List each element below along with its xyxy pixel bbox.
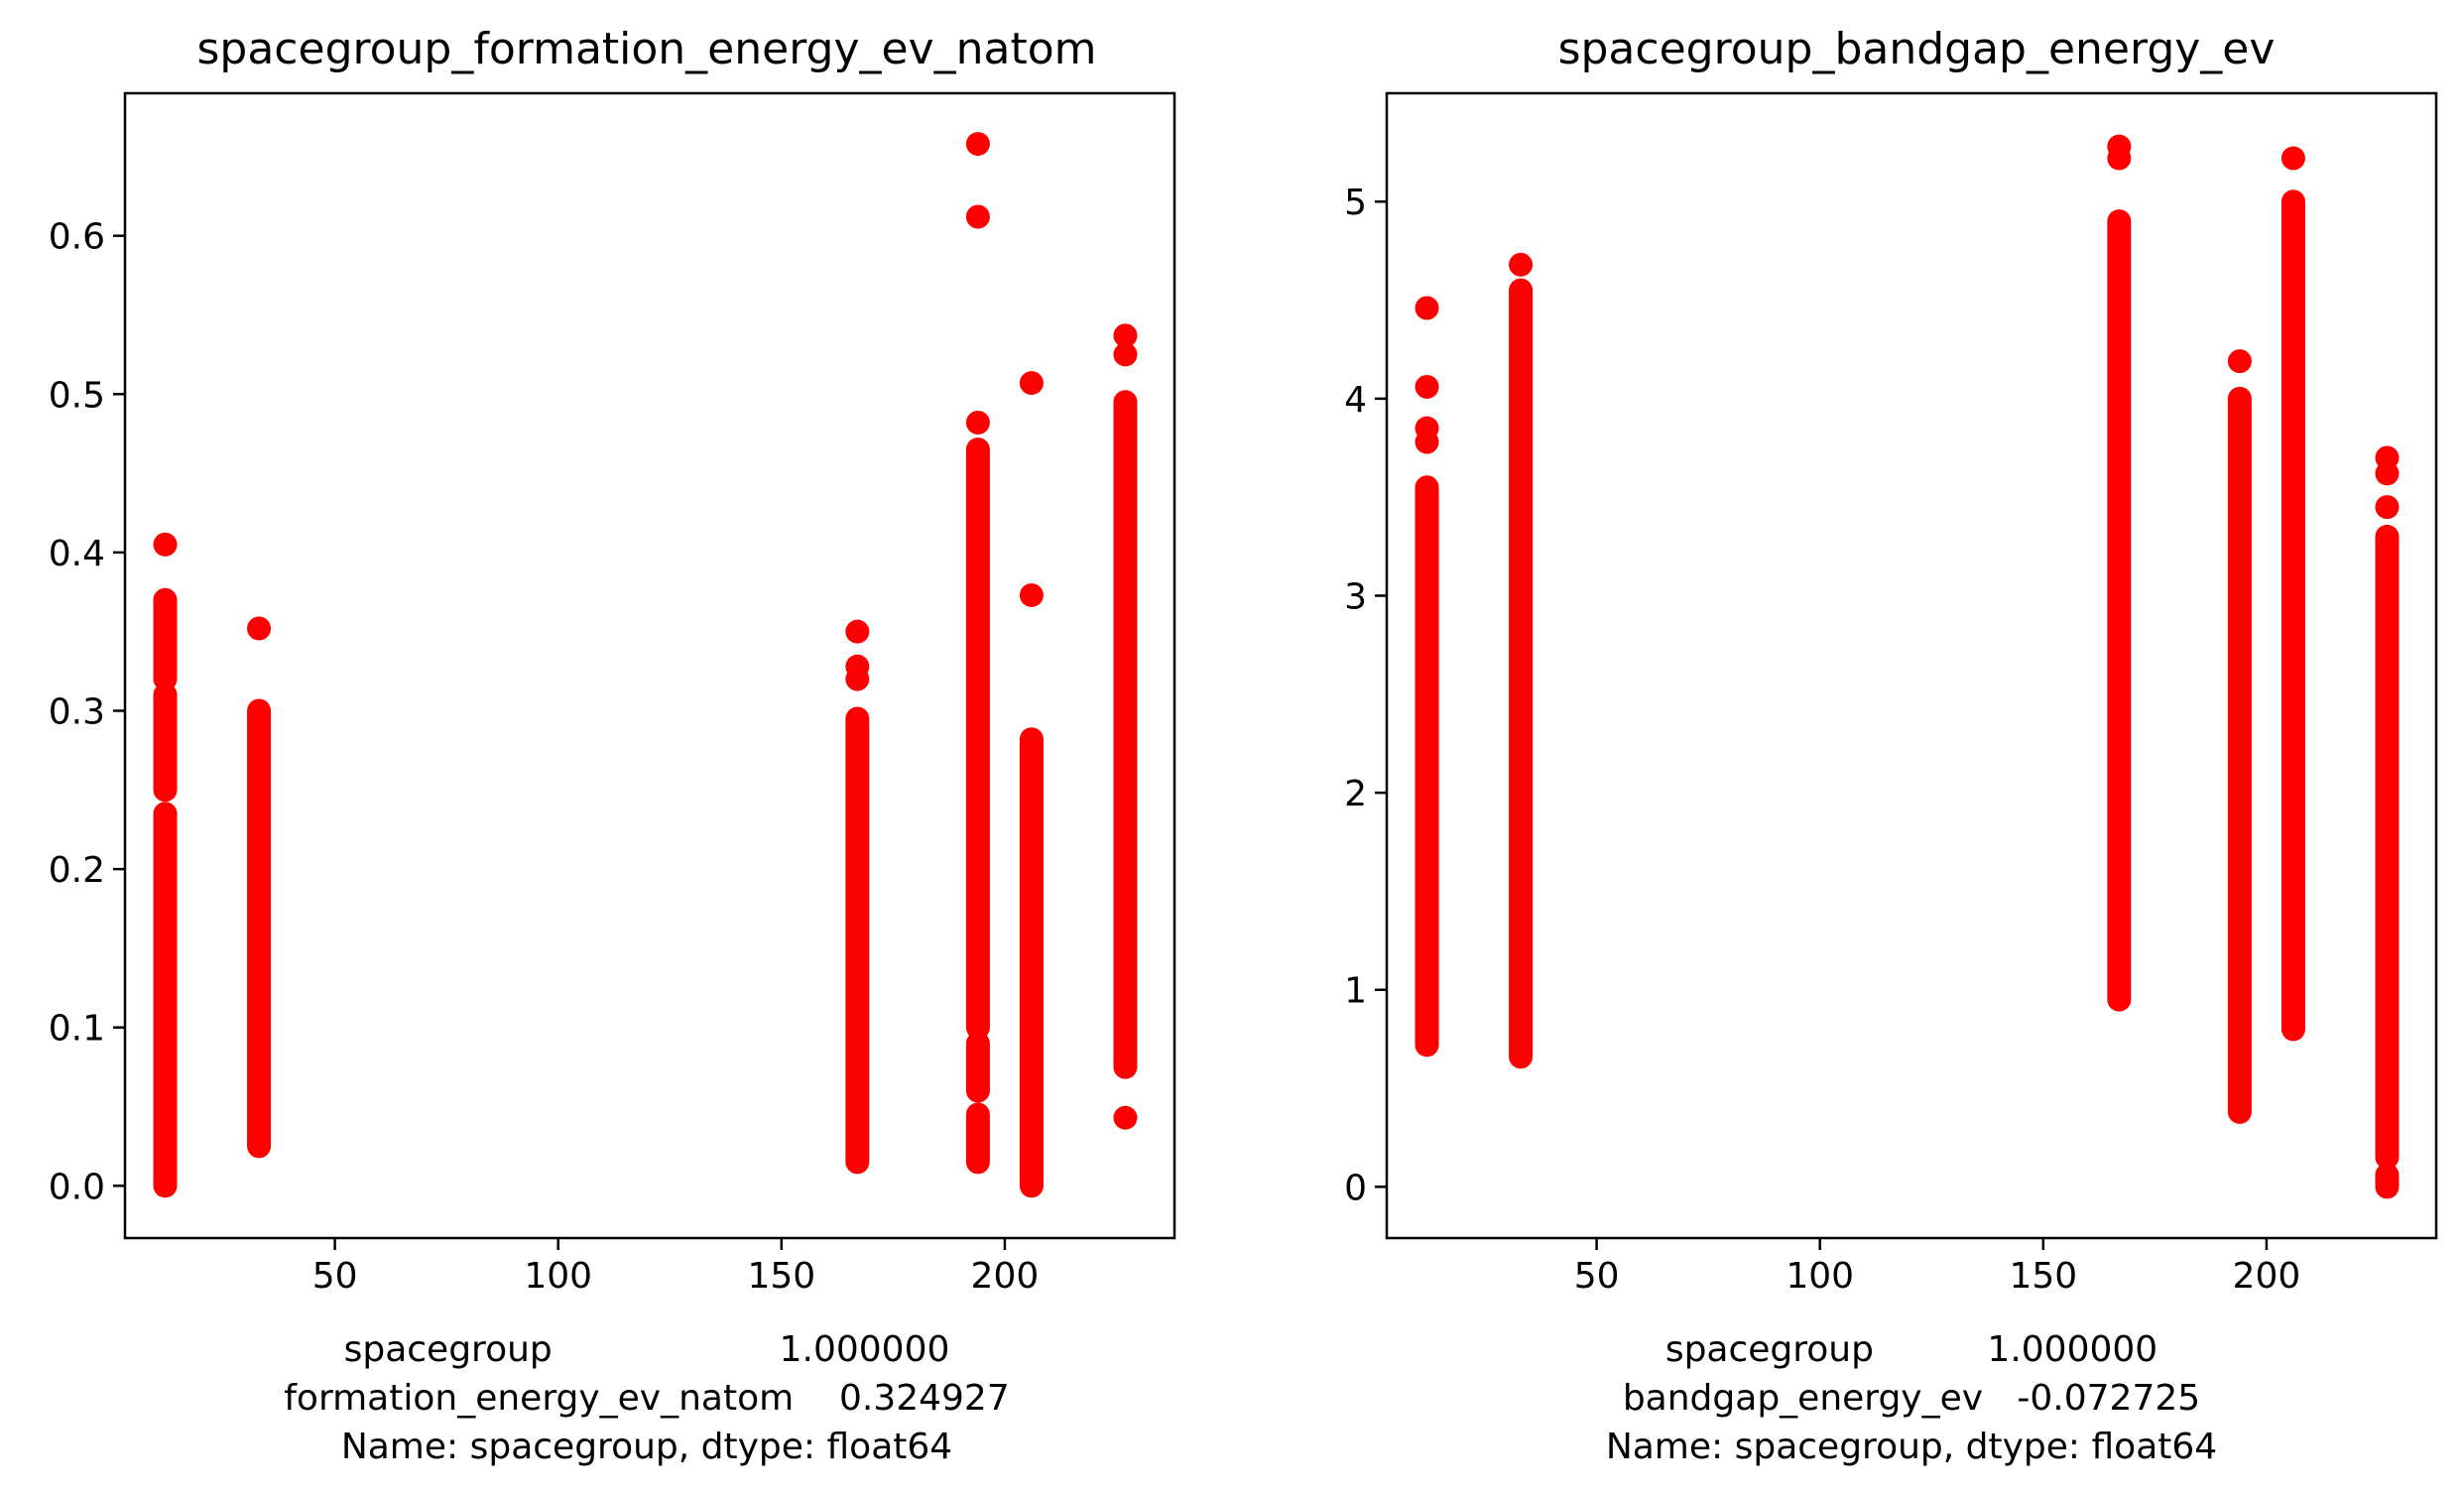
y-axis: 0.0 0.1 0.2 0.3 0.4 0.5 0.6	[49, 217, 125, 1207]
x-tick-label: 100	[1786, 1256, 1854, 1297]
y-axis: 0 1 2 3 4 5	[1344, 183, 1387, 1208]
point-stack	[1113, 390, 1138, 1079]
point-stack	[2107, 209, 2132, 1012]
formation-energy-panel: spacegroup_formation_energy_ev_natom 50 1…	[49, 24, 1176, 1467]
plot-frame	[1385, 91, 2438, 1240]
x-tick-label: 50	[1574, 1256, 1620, 1297]
x-tick-label: 150	[747, 1256, 815, 1297]
point-stack	[965, 1102, 990, 1175]
point-stack	[153, 587, 178, 691]
y-tick-label: 0	[1344, 1168, 1367, 1208]
x-tick-label: 100	[524, 1256, 592, 1297]
x-axis-label-line-1: spacegroup 1.000000	[1665, 1329, 2157, 1370]
y-tick-label: 3	[1344, 576, 1367, 617]
scatter-point	[153, 532, 178, 557]
x-axis-label-line-1: spacegroup 1.000000	[344, 1329, 950, 1370]
x-tick-label: 200	[2233, 1256, 2301, 1297]
x-tick-label: 200	[971, 1256, 1040, 1297]
y-tick-label: 0.1	[49, 1009, 105, 1050]
x-axis-label-line-2: bandgap_energy_ev -0.072725	[1623, 1378, 2200, 1419]
scatter-point	[2227, 349, 2252, 374]
y-tick-label: 0.0	[49, 1167, 105, 1207]
x-tick-label: 50	[312, 1256, 358, 1297]
scatter-point	[2375, 495, 2400, 520]
scatter-point	[845, 619, 870, 644]
scatter-point	[965, 132, 990, 157]
point-stack	[2375, 524, 2400, 1170]
x-axis-label-line-3: Name: spacegroup, dtype: float64	[1606, 1427, 2217, 1467]
y-tick-label: 0.4	[49, 534, 105, 574]
scatter-points	[1415, 134, 2400, 1199]
scatter-point	[1113, 342, 1138, 367]
scatter-point	[1019, 582, 1044, 607]
scatter-point	[845, 654, 870, 679]
y-tick-label: 4	[1344, 380, 1367, 421]
y-tick-label: 0.5	[49, 375, 105, 416]
scatter-point	[965, 410, 990, 435]
scatter-point	[965, 204, 990, 229]
y-tick-label: 0.3	[49, 691, 105, 732]
point-stack	[965, 1031, 990, 1103]
scatter-point	[1113, 1105, 1138, 1130]
point-stack	[965, 437, 990, 1040]
scatter-point	[1415, 416, 1439, 440]
point-stack	[153, 683, 178, 803]
scatter-point	[1415, 296, 1439, 320]
point-stack	[1509, 278, 1534, 1069]
y-tick-label: 5	[1344, 183, 1367, 223]
scatter-point	[2375, 445, 2400, 470]
x-axis: 50 100 150 200	[1574, 1238, 2301, 1297]
scatter-point	[1113, 323, 1138, 348]
x-tick-label: 150	[2009, 1256, 2077, 1297]
bandgap-energy-panel: spacegroup_bandgap_energy_ev 50 100 150 200…	[1344, 24, 2438, 1467]
point-stack	[1019, 727, 1044, 1198]
point-stack	[1415, 475, 1439, 1058]
point-stack	[2227, 386, 2252, 1124]
y-tick-label: 0.2	[49, 850, 105, 891]
point-stack	[2280, 189, 2305, 1042]
chart-title: spacegroup_bandgap_energy_ev	[1558, 24, 2276, 74]
x-axis-label-line-2: formation_energy_ev_natom 0.324927	[284, 1378, 1009, 1419]
scatter-point	[247, 616, 272, 641]
y-tick-label: 2	[1344, 774, 1367, 814]
scatter-point	[1415, 374, 1439, 399]
scatter-point	[1509, 252, 1534, 277]
scatter-point	[1019, 371, 1044, 396]
plot-frame	[123, 91, 1176, 1240]
scatter-points	[153, 132, 1138, 1198]
x-axis-label-line-3: Name: spacegroup, dtype: float64	[341, 1427, 952, 1467]
y-tick-label: 1	[1344, 971, 1367, 1012]
scatter-point	[2280, 146, 2305, 171]
point-stack	[845, 706, 870, 1175]
y-tick-label: 0.6	[49, 217, 105, 258]
point-stack	[153, 802, 178, 1198]
scatter-point	[2107, 134, 2132, 159]
point-stack	[2375, 1163, 2400, 1199]
x-axis: 50 100 150 200	[312, 1238, 1040, 1297]
point-stack	[247, 698, 272, 1159]
chart-title: spacegroup_formation_energy_ev_natom	[196, 24, 1096, 74]
